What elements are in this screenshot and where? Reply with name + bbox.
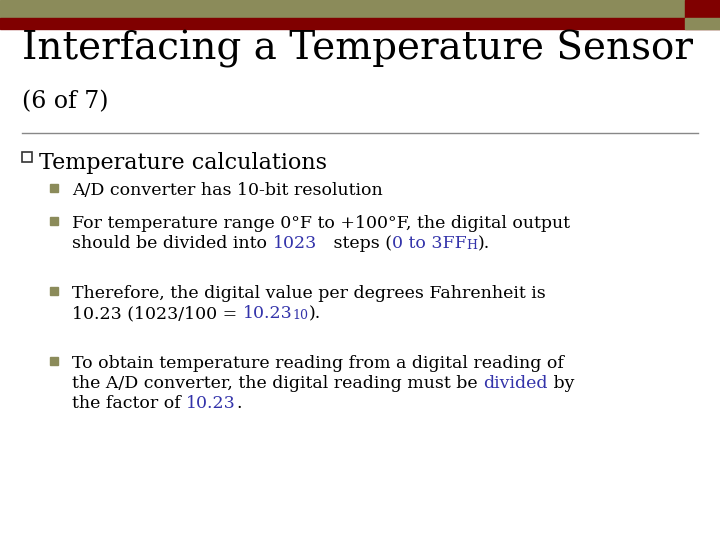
Text: A/D converter has 10-bit resolution: A/D converter has 10-bit resolution: [72, 182, 383, 199]
Bar: [0, 0, 685, 18]
Text: should be divided into: should be divided into: [72, 235, 272, 252]
Text: 10.23 (1023/100 =: 10.23 (1023/100 =: [72, 305, 243, 322]
Text: ).: ).: [308, 305, 320, 322]
Text: H: H: [467, 239, 477, 252]
Bar: [685, 0, 720, 18]
Text: 10.23: 10.23: [186, 395, 236, 412]
Text: (6 of 7): (6 of 7): [22, 90, 109, 113]
Bar: [50, 287, 58, 295]
Text: To obtain temperature reading from a digital reading of: To obtain temperature reading from a dig…: [72, 355, 564, 372]
Text: by: by: [548, 375, 574, 392]
Text: the A/D converter, the digital reading must be: the A/D converter, the digital reading m…: [72, 375, 483, 392]
Bar: [50, 184, 58, 192]
Text: Temperature calculations: Temperature calculations: [39, 152, 327, 174]
Text: the factor of: the factor of: [72, 395, 186, 412]
Text: Therefore, the digital value per degrees Fahrenheit is: Therefore, the digital value per degrees…: [72, 285, 546, 302]
Text: ).: ).: [477, 235, 490, 252]
Text: divided: divided: [483, 375, 548, 392]
Text: 10.23: 10.23: [243, 305, 292, 322]
Text: 0 to 3FF: 0 to 3FF: [392, 235, 467, 252]
Text: .: .: [236, 395, 241, 412]
Text: For temperature range 0°F to +100°F, the digital output: For temperature range 0°F to +100°F, the…: [72, 215, 570, 232]
Text: 1023: 1023: [272, 235, 317, 252]
Text: Interfacing a Temperature Sensor: Interfacing a Temperature Sensor: [22, 30, 693, 68]
Bar: [50, 357, 58, 365]
Bar: [50, 217, 58, 225]
Bar: [0, 18, 720, 29]
Bar: [685, 18, 720, 29]
Text: 10: 10: [292, 309, 308, 322]
Bar: [22, 152, 32, 162]
Bar: [22, 152, 32, 162]
Text: steps (: steps (: [317, 235, 392, 252]
